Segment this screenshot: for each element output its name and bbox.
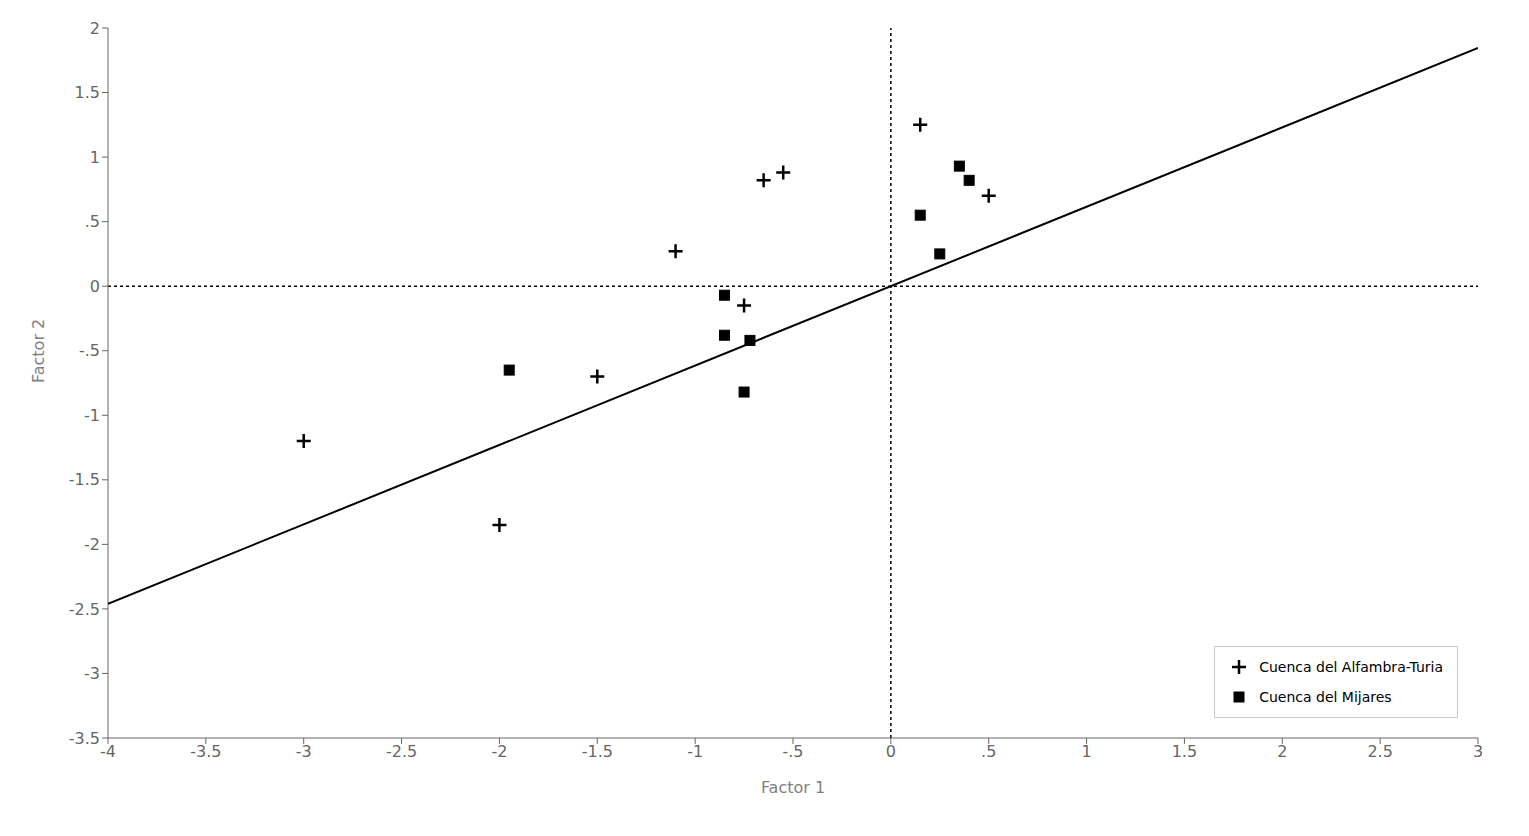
svg-text:-2.5: -2.5 [69, 600, 100, 619]
svg-text:.5: .5 [85, 212, 100, 231]
svg-text:-2: -2 [84, 535, 100, 554]
svg-text:1: 1 [90, 148, 100, 167]
svg-text:2.5: 2.5 [1367, 742, 1392, 761]
svg-text:0: 0 [886, 742, 896, 761]
svg-text:-1: -1 [84, 406, 100, 425]
svg-text:1: 1 [1081, 742, 1091, 761]
svg-text:-4: -4 [100, 742, 116, 761]
svg-text:-.5: -.5 [79, 341, 100, 360]
svg-text:-3: -3 [296, 742, 312, 761]
svg-text:1.5: 1.5 [75, 83, 100, 102]
svg-text:2: 2 [1277, 742, 1287, 761]
svg-text:-.5: -.5 [782, 742, 803, 761]
html-text:Cuenca del Mijares: Cuenca del Mijares [1259, 689, 1392, 705]
svg-text:1.5: 1.5 [1172, 742, 1197, 761]
svg-text:-1: -1 [687, 742, 703, 761]
svg-text:0: 0 [90, 277, 100, 296]
svg-text:-1.5: -1.5 [69, 470, 100, 489]
svg-text:2: 2 [90, 19, 100, 38]
svg-text:-1.5: -1.5 [582, 742, 613, 761]
svg-text:Factor 1: Factor 1 [761, 778, 825, 797]
svg-text:-3.5: -3.5 [69, 729, 100, 748]
svg-text:.5: .5 [981, 742, 996, 761]
html-text:Cuenca del Alfambra-Turia: Cuenca del Alfambra-Turia [1259, 659, 1443, 675]
svg-text:-2: -2 [491, 742, 507, 761]
svg-text:-2.5: -2.5 [386, 742, 417, 761]
svg-text:3: 3 [1473, 742, 1483, 761]
svg-text:Factor 2: Factor 2 [29, 319, 48, 383]
svg-text:-3.5: -3.5 [190, 742, 221, 761]
svg-text:-3: -3 [84, 664, 100, 683]
